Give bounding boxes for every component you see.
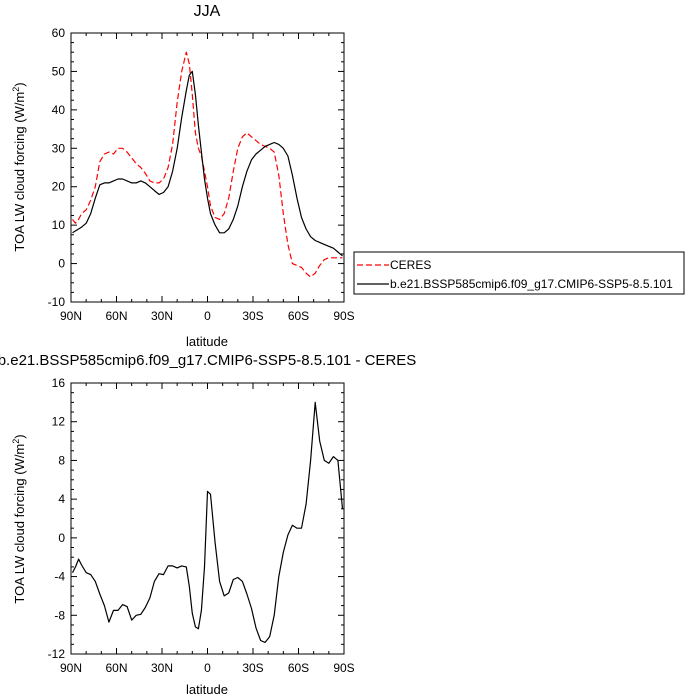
x-tick-label: 60S: [288, 661, 309, 675]
legend-ceres-label: CERES: [390, 258, 431, 272]
model-series-line: [71, 401, 344, 644]
y-tick-label: 8: [58, 453, 65, 467]
x-tick-label: 60S: [288, 309, 309, 323]
x-tick-label: 30S: [242, 661, 263, 675]
y-tick-label: 50: [52, 64, 66, 78]
bottom-axis-ticks: [70, 382, 345, 655]
x-tick-label: 60N: [105, 309, 127, 323]
model-series-line: [72, 70, 343, 257]
x-tick-label: 0: [204, 661, 211, 675]
y-tick-label: 30: [52, 141, 66, 155]
y-tick-label: 10: [52, 218, 66, 232]
x-tick-label: 30N: [151, 309, 173, 323]
bottom-plot-lines: [71, 401, 344, 644]
top-y-tick-labels: -10 0 10 20 30 40 50 60: [48, 26, 66, 309]
top-panel: JJA 90N 60N 30N 0 30S 60S 90S -10 0 10 20 30 40 50 60…: [11, 3, 685, 349]
legend-model-label: b.e21.BSSP585cmip6.f09_g17.CMIP6-SSP5-8.…: [390, 277, 673, 291]
x-tick-label: 90S: [333, 661, 354, 675]
y-tick-label: 16: [52, 376, 66, 390]
top-x-axis-label: latitude: [186, 334, 228, 349]
y-tick-label: 12: [52, 415, 66, 429]
x-tick-label: 0: [204, 309, 211, 323]
y-tick-label: 0: [58, 531, 65, 545]
legend-box: [353, 251, 685, 295]
y-tick-label: -10: [48, 295, 66, 309]
x-tick-label: 30S: [242, 309, 263, 323]
bottom-x-tick-labels: 90N 60N 30N 0 30S 60S 90S: [60, 661, 355, 675]
x-tick-label: 90N: [60, 309, 82, 323]
top-y-axis-label: TOA LW cloud forcing (W/m2): [11, 82, 27, 251]
top-plot-frame: [70, 32, 345, 303]
x-tick-label: 30N: [151, 661, 173, 675]
bottom-y-axis-label: TOA LW cloud forcing (W/m2): [11, 434, 27, 603]
x-tick-label: 90N: [60, 661, 82, 675]
y-tick-label: -8: [54, 608, 65, 622]
bottom-y-tick-labels: -12 -8 -4 0 4 8 12 16: [48, 376, 66, 661]
legend: CERES b.e21.BSSP585cmip6.f09_g17.CMIP6-S…: [353, 251, 685, 295]
y-tick-label: 60: [52, 26, 66, 40]
y-tick-label: 4: [58, 492, 65, 506]
top-x-tick-labels: 90N 60N 30N 0 30S 60S 90S: [60, 309, 355, 323]
ceres-series-line: [72, 51, 343, 278]
x-tick-label: 90S: [333, 309, 354, 323]
y-tick-label: 40: [52, 103, 66, 117]
bottom-x-axis-label: latitude: [186, 682, 228, 697]
x-tick-label: 60N: [105, 661, 127, 675]
y-tick-label: 0: [58, 257, 65, 271]
bottom-panel: b.e21.BSSP585cmip6.f09_g17.CMIP6-SSP5-8.…: [0, 352, 416, 697]
top-plot-lines: [72, 51, 343, 278]
y-tick-label: 20: [52, 180, 66, 194]
bottom-chart-title: b.e21.BSSP585cmip6.f09_g17.CMIP6-SSP5-8.…: [0, 352, 416, 369]
y-tick-label: -4: [54, 570, 65, 584]
top-axis-ticks: [70, 32, 345, 303]
top-chart-title: JJA: [194, 3, 221, 20]
y-tick-label: -12: [48, 647, 66, 661]
